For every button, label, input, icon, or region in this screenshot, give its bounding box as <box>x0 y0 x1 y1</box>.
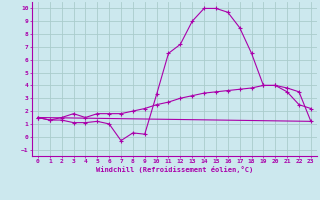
X-axis label: Windchill (Refroidissement éolien,°C): Windchill (Refroidissement éolien,°C) <box>96 166 253 173</box>
